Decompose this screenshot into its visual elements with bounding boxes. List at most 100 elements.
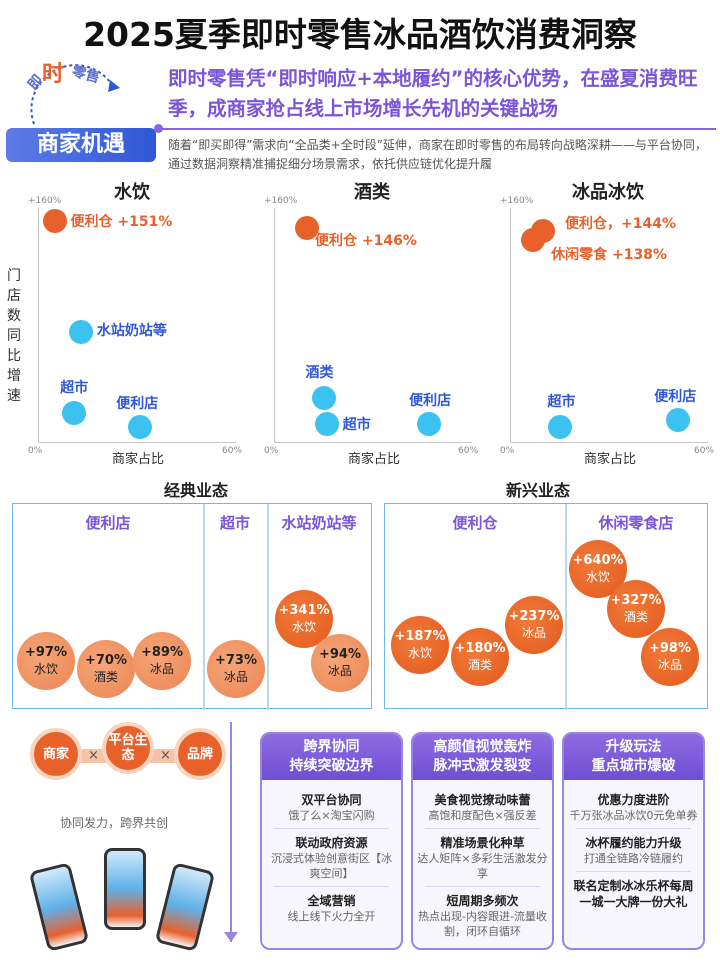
timeline-arrow-icon — [224, 932, 238, 942]
growth-bubble: +73% 冰品 — [207, 640, 265, 698]
growth-bubble: +98% 冰品 — [641, 628, 699, 686]
data-label: 便利店 — [654, 389, 697, 406]
data-point — [417, 412, 442, 437]
bubble-percent: +180% — [454, 641, 506, 656]
card-item-desc: 热点出现-内容跟进-流量收割，闭环自循环 — [418, 910, 547, 938]
x-axis-label: 商家占比 — [583, 452, 636, 467]
y-axis — [38, 208, 39, 442]
node-brand: 品牌 — [174, 728, 226, 780]
y-axis — [274, 208, 275, 442]
classic-panel: 便利店 +97% 水饮 +70% 酒类 +89% 冰品 超市 +73% 冰品 水站奶站等 +341% 水… — [12, 503, 372, 710]
card-item-title: 联名定制冰冰乐杯每周一城一大牌一份大礼 — [573, 879, 694, 909]
x-tick-label: 60% — [458, 446, 479, 456]
card-item-title: 优惠力度进阶 — [597, 793, 670, 807]
emerging-section-title: 新兴业态 — [506, 481, 571, 500]
data-label: 便利仓 +151% — [70, 214, 173, 231]
collaboration-caption: 协同发力，跨界共创 — [60, 816, 169, 830]
bubble-category: 水饮 — [407, 646, 432, 660]
data-point — [68, 320, 93, 345]
x-tick-label: 60% — [694, 446, 715, 456]
bubble-percent: +341% — [278, 603, 330, 618]
data-point — [311, 386, 336, 411]
data-point — [547, 415, 572, 440]
classic-section-title: 经典业态 — [164, 481, 229, 500]
card-item-desc: 饿了么×淘宝闪购 — [288, 809, 375, 822]
logo-char-b: 时 — [42, 62, 65, 87]
phone-image — [104, 848, 146, 930]
data-point — [314, 412, 339, 437]
bubble-category: 酒类 — [93, 670, 118, 684]
bubble-percent: +98% — [648, 641, 691, 656]
column-header: 便利店 — [85, 514, 131, 532]
circular-arrow-icon — [30, 64, 120, 125]
card-subheading: 脉冲式激发裂变 — [433, 758, 532, 774]
bubble-category: 酒类 — [467, 658, 492, 672]
times-sign-2: × — [160, 748, 171, 763]
card-item-title: 精准场景化种草 — [440, 836, 525, 850]
card-heading: 跨界协同 — [303, 739, 360, 755]
x-axis-label: 商家占比 — [111, 452, 164, 467]
data-label: 便利仓，+144% — [565, 216, 676, 233]
growth-bubble: +70% 酒类 — [77, 640, 135, 698]
data-point — [295, 216, 319, 241]
column-header: 水站奶站等 — [281, 514, 357, 532]
card-item-title: 双平台协同 — [301, 793, 362, 807]
x-axis-label: 商家占比 — [347, 452, 400, 467]
card-item-desc: 高饱和度配色×强反差 — [428, 809, 537, 822]
bubble-percent: +187% — [394, 629, 446, 644]
data-label: 超市 — [342, 417, 371, 434]
data-point — [128, 415, 153, 440]
strategy-card-1: 跨界协同持续突破边界 双平台协同 饿了么×淘宝闪购 联动政府资源 沉浸式体验创意… — [260, 732, 403, 950]
x-tick-label: 0% — [500, 446, 515, 456]
chart-title-water: 水饮 — [114, 182, 150, 203]
column-divider — [267, 504, 269, 710]
y-axis-label: 门店数同比增速 — [7, 268, 21, 404]
card-item-title: 联动政府资源 — [295, 836, 368, 850]
bubble-category: 冰品 — [327, 664, 352, 678]
data-label: 休闲零食 +138% — [551, 247, 667, 264]
growth-bubble: +94% 冰品 — [311, 634, 369, 692]
card-item-title: 美食视觉撩动味蕾 — [434, 793, 531, 807]
strategy-card-3: 升级玩法 重点城市爆破 优惠力度进阶 千万张冰品冰饮0元免单券 冰杯履约能力升级 … — [562, 732, 705, 950]
times-sign-1: × — [88, 748, 99, 763]
y-tick-label: +160% — [264, 196, 298, 206]
x-tick-label: 60% — [222, 446, 243, 456]
emerging-panel: 便利仓 +187% 水饮 +180% 酒类 +237% 冰品 休闲零食店 +640% 水饮 +327… — [384, 503, 708, 710]
x-axis — [38, 442, 236, 443]
card-subheading: 持续突破边界 — [289, 758, 374, 774]
data-label: 便利店 — [409, 393, 452, 410]
description-text: 随着“即买即得”需求向“全品类+全时段”延伸，商家在即时零售的布局转向战略深耕—… — [168, 138, 707, 171]
card-item-desc: 千万张冰品冰饮0元免单券 — [569, 809, 698, 822]
bubble-category: 水饮 — [291, 620, 316, 634]
x-axis — [510, 442, 708, 443]
x-axis — [274, 442, 472, 443]
merchant-opportunity-badge: 商家机遇 — [6, 128, 156, 162]
column-header: 便利仓 — [452, 514, 498, 532]
y-axis — [510, 208, 511, 442]
chart-title-ice: 冰品冰饮 — [572, 182, 644, 203]
data-label: 便利店 — [116, 396, 159, 413]
phones-illustration — [24, 838, 224, 952]
bubble-percent: +89% — [140, 645, 183, 660]
bubble-percent: +640% — [572, 553, 624, 568]
x-tick-label: 0% — [28, 446, 43, 456]
strategy-card-2: 高颜值视觉轰炸 脉冲式激发裂变 美食视觉撩动味蕾 高饱和度配色×强反差 精准场景化… — [411, 732, 554, 950]
growth-bubble: +341% 水饮 — [275, 590, 333, 648]
data-label: 便利仓 +146% — [315, 233, 417, 250]
data-label: 超市 — [60, 379, 89, 396]
column-divider — [565, 504, 567, 710]
growth-bubble: +327% 酒类 — [607, 580, 665, 638]
card-item-desc: 沉浸式体验创意街区【冰爽空间】 — [271, 852, 392, 880]
column-header: 休闲零食店 — [598, 514, 674, 532]
data-point — [666, 408, 691, 433]
growth-bubble: +237% 冰品 — [505, 596, 563, 654]
bubble-category: 酒类 — [623, 610, 648, 624]
card-item-title: 全域营销 — [307, 894, 356, 908]
bubble-percent: +237% — [508, 609, 560, 624]
data-label: 酒类 — [305, 365, 334, 382]
column-divider — [203, 504, 205, 710]
data-point — [42, 209, 67, 234]
x-tick-label: 0% — [264, 446, 279, 456]
column-header: 超市 — [219, 514, 250, 532]
card-heading: 高颜值视觉轰炸 — [433, 739, 532, 755]
